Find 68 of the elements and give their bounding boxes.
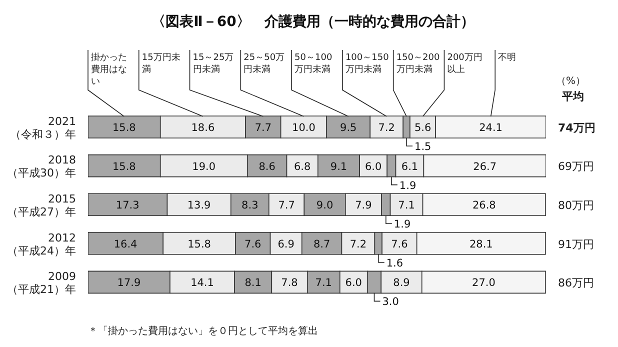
- data-label: 7.2: [350, 238, 367, 250]
- data-label: 26.8: [472, 200, 496, 212]
- text: 50～100万円未満: [294, 53, 332, 75]
- data-label: 8.7: [313, 238, 330, 250]
- data-label: 17.9: [117, 277, 141, 290]
- data-label: 7.1: [398, 200, 415, 212]
- data-label: 8.6: [258, 160, 276, 173]
- text: 200万円以上: [447, 53, 482, 75]
- data-label: 24.1: [479, 122, 503, 134]
- data-label: 8.1: [244, 277, 262, 290]
- text: 15～25万円未満: [192, 53, 234, 75]
- text: 15万円未満: [142, 52, 180, 75]
- data-label: 7.7: [254, 122, 272, 134]
- text: 91万円: [558, 238, 594, 251]
- data-label: 7.6: [391, 238, 408, 250]
- data-label: 7.2: [378, 122, 395, 134]
- text: 不明: [498, 52, 516, 63]
- text: ＊「掛かった費用はない」を０円として平均を算出: [88, 325, 318, 337]
- data-label: 16.4: [114, 238, 138, 250]
- data-label: 1.9: [399, 180, 416, 192]
- data-label: 8.3: [242, 200, 258, 212]
- data-label: 7.1: [315, 277, 332, 290]
- data-label: 17.3: [116, 200, 140, 212]
- data-label: 8.9: [393, 277, 410, 290]
- data-label: 9.0: [316, 200, 334, 212]
- chart-title: 〈図表Ⅱ－60〉 介護費用（一時的な費用の合計）: [152, 13, 474, 30]
- data-label: 28.1: [470, 238, 493, 250]
- text: 25～50万円未満: [244, 53, 285, 75]
- text: 掛かった費用はない: [91, 52, 127, 87]
- data-label: 1.5: [414, 141, 432, 153]
- y-tick-label: 2021（令和３）年: [10, 114, 76, 141]
- data-label: 9.5: [340, 122, 357, 134]
- data-label: 6.1: [401, 160, 418, 173]
- text: 100～150万円未満: [345, 53, 390, 75]
- text: 平均: [561, 90, 584, 103]
- data-label: 3.0: [382, 296, 399, 308]
- data-label: 7.9: [355, 200, 372, 212]
- y-tick-label: 2012（平成24）年: [7, 231, 76, 258]
- data-label: 6.0: [345, 277, 362, 290]
- data-label: 15.8: [188, 238, 211, 250]
- text: （%）: [556, 76, 586, 87]
- text: 86万円: [558, 276, 594, 290]
- data-label: 7.8: [281, 277, 298, 290]
- data-label: 13.9: [187, 200, 211, 212]
- data-label: 7.7: [278, 200, 295, 212]
- y-tick-label: 2009（平成21）年: [7, 270, 76, 296]
- y-tick-label: 2015（平成27）年: [7, 192, 76, 218]
- data-label: 18.6: [191, 122, 215, 134]
- data-label: 15.8: [112, 160, 136, 173]
- data-label: 6.9: [278, 238, 294, 250]
- data-label: 15.8: [112, 122, 136, 134]
- data-label: 10.0: [292, 122, 316, 134]
- data-label: 26.7: [473, 160, 497, 173]
- data-label: 27.0: [472, 277, 496, 290]
- data-label: 9.1: [330, 160, 348, 173]
- data-label: 19.0: [192, 160, 216, 173]
- data-label: 14.1: [190, 277, 214, 290]
- text: 150～200万円未満: [396, 53, 440, 75]
- data-label: 6.8: [294, 160, 311, 173]
- data-label: 1.6: [386, 257, 404, 270]
- y-tick-label: 2018（平成30）年: [7, 154, 76, 180]
- data-label: 5.6: [414, 122, 432, 134]
- data-label: 6.0: [364, 160, 382, 173]
- data-label: 7.6: [244, 238, 262, 250]
- text: 74万円: [558, 121, 596, 134]
- text: 69万円: [558, 160, 594, 174]
- text: 80万円: [558, 199, 594, 212]
- data-label: 1.9: [394, 218, 411, 231]
